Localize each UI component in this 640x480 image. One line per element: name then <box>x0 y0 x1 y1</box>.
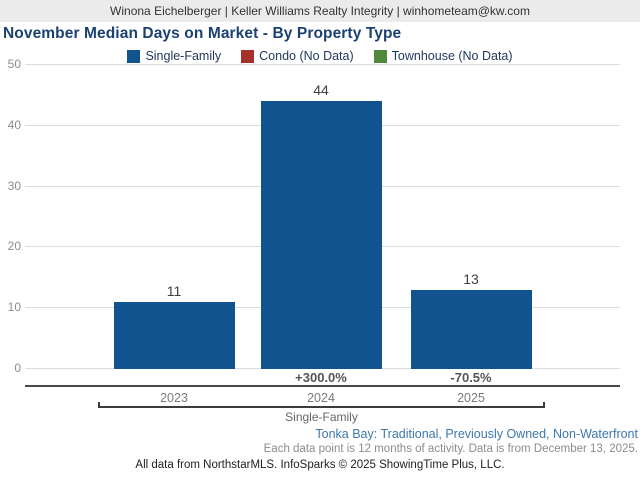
legend-item-single-family[interactable]: Single-Family <box>127 49 221 63</box>
legend-label: Condo (No Data) <box>259 49 354 63</box>
x-tick-label-2024: 2024 <box>307 391 335 405</box>
bar-value-label: 13 <box>463 271 479 287</box>
legend-item-condo[interactable]: Condo (No Data) <box>241 49 354 63</box>
bar-value-label: 44 <box>313 82 329 98</box>
filter-summary-text: Tonka Bay: Traditional, Previously Owned… <box>315 427 638 441</box>
gridline <box>25 64 620 65</box>
y-tick-label: 30 <box>7 179 21 193</box>
y-tick-label: 0 <box>14 361 21 375</box>
x-tick-label-2025: 2025 <box>457 391 485 405</box>
category-group-bracket <box>98 402 545 408</box>
percent-change-label: -70.5% <box>450 370 492 385</box>
y-tick-label: 40 <box>7 118 21 132</box>
bar-2025 <box>410 290 532 369</box>
x-axis-line <box>25 385 620 387</box>
bar-2024 <box>260 101 382 369</box>
legend-label: Single-Family <box>145 49 222 63</box>
y-tick-label: 50 <box>7 57 21 71</box>
branding-header-text: Winona Eichelberger | Keller Williams Re… <box>110 4 530 18</box>
single-family-swatch-icon <box>127 49 141 63</box>
attribution-text: All data from NorthstarMLS. InfoSparks ©… <box>135 459 505 471</box>
percent-change-label: +300.0% <box>295 370 347 385</box>
plot-area: 11 44 13 <box>25 64 620 369</box>
category-group-label: Single-Family <box>285 410 358 424</box>
y-tick-label: 20 <box>7 239 21 253</box>
bar-2023 <box>113 302 235 369</box>
chart-legend: Single-Family Condo (No Data) Townhouse … <box>0 48 640 64</box>
x-tick-label-2023: 2023 <box>160 391 188 405</box>
townhouse-swatch-icon <box>373 49 387 63</box>
bar-value-label: 11 <box>166 283 182 299</box>
chart-title: November Median Days on Market - By Prop… <box>3 25 402 42</box>
y-tick-label: 10 <box>7 300 21 314</box>
condo-swatch-icon <box>241 49 255 63</box>
legend-item-townhouse[interactable]: Townhouse (No Data) <box>373 49 513 63</box>
legend-label: Townhouse (No Data) <box>391 49 513 63</box>
branding-header-bar: Winona Eichelberger | Keller Williams Re… <box>0 0 640 22</box>
data-note-text: Each data point is 12 months of activity… <box>263 443 638 455</box>
